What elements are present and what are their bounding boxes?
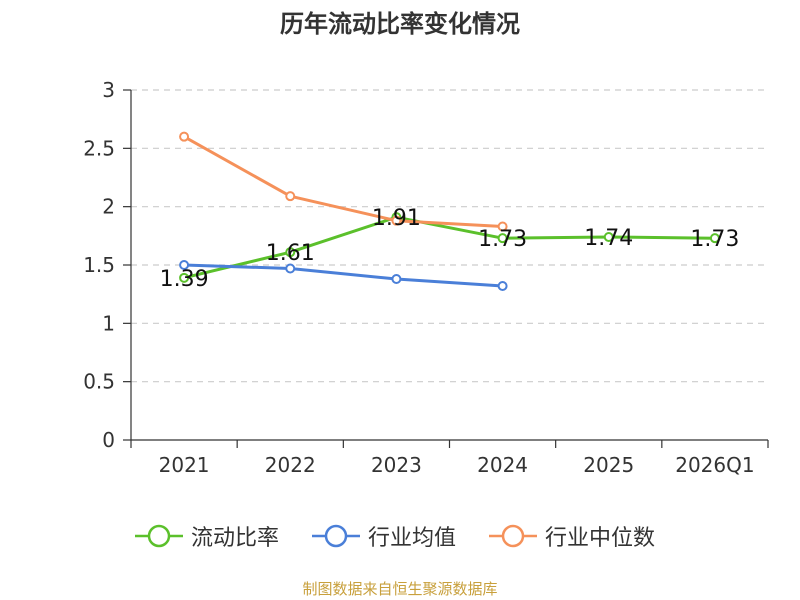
x-tick-label: 2026Q1 [675, 453, 754, 477]
legend-label-current-ratio: 流动比率 [191, 526, 280, 551]
legend-marker-industry-mean [312, 524, 360, 548]
legend-item-current-ratio[interactable]: 流动比率 [135, 520, 279, 552]
data-point-0 [179, 272, 190, 283]
legend-item-industry-mean[interactable]: 行业均值 [312, 520, 456, 552]
data-point-0 [603, 232, 614, 242]
data-label: 1.74 [584, 226, 633, 251]
data-point-1 [497, 281, 508, 291]
data-point-1 [391, 274, 402, 284]
x-tick-label: 2025 [583, 453, 634, 477]
series-line-1 [184, 263, 503, 288]
chart-title: 历年流动比率变化情况 [280, 10, 520, 38]
data-point-1 [179, 260, 190, 270]
data-point-0 [497, 233, 508, 244]
x-tick-label: 2023 [371, 453, 422, 477]
y-tick-label: 1.5 [83, 253, 115, 277]
series-line-2 [183, 135, 503, 228]
y-tick-label: 1 [102, 311, 115, 335]
legend-label-industry-median: 行业中位数 [545, 526, 656, 551]
x-tick-label: 2024 [477, 453, 528, 477]
legend-item-industry-median[interactable]: 行业中位数 [489, 520, 655, 552]
data-point-2 [179, 131, 190, 142]
data-label: 1.39 [160, 267, 209, 292]
data-point-2 [285, 191, 296, 202]
x-tick-label: 2021 [159, 453, 210, 477]
legend-label-industry-mean: 行业均值 [368, 526, 457, 551]
data-point-2 [391, 215, 402, 226]
data-label: 1.73 [690, 227, 739, 252]
y-tick-label: 3 [102, 78, 115, 102]
data-label: 1.61 [266, 241, 315, 266]
legend-marker-current-ratio [135, 524, 183, 548]
data-point-0 [285, 247, 296, 258]
data-label: 1.91 [372, 206, 421, 231]
data-point-0 [709, 233, 720, 244]
y-tick-label: 0.5 [83, 370, 115, 394]
y-tick-label: 0 [102, 428, 115, 452]
data-point-1 [285, 263, 296, 274]
series-line-0 [183, 215, 715, 280]
data-point-2 [497, 221, 508, 232]
y-tick-label: 2 [102, 195, 115, 219]
y-tick-label: 2.5 [83, 136, 115, 160]
legend-marker-industry-median [489, 524, 537, 548]
data-label: 1.73 [478, 227, 527, 252]
source-note: 制图数据来自恒生聚源数据库 [302, 580, 498, 598]
x-tick-label: 2022 [265, 453, 316, 477]
